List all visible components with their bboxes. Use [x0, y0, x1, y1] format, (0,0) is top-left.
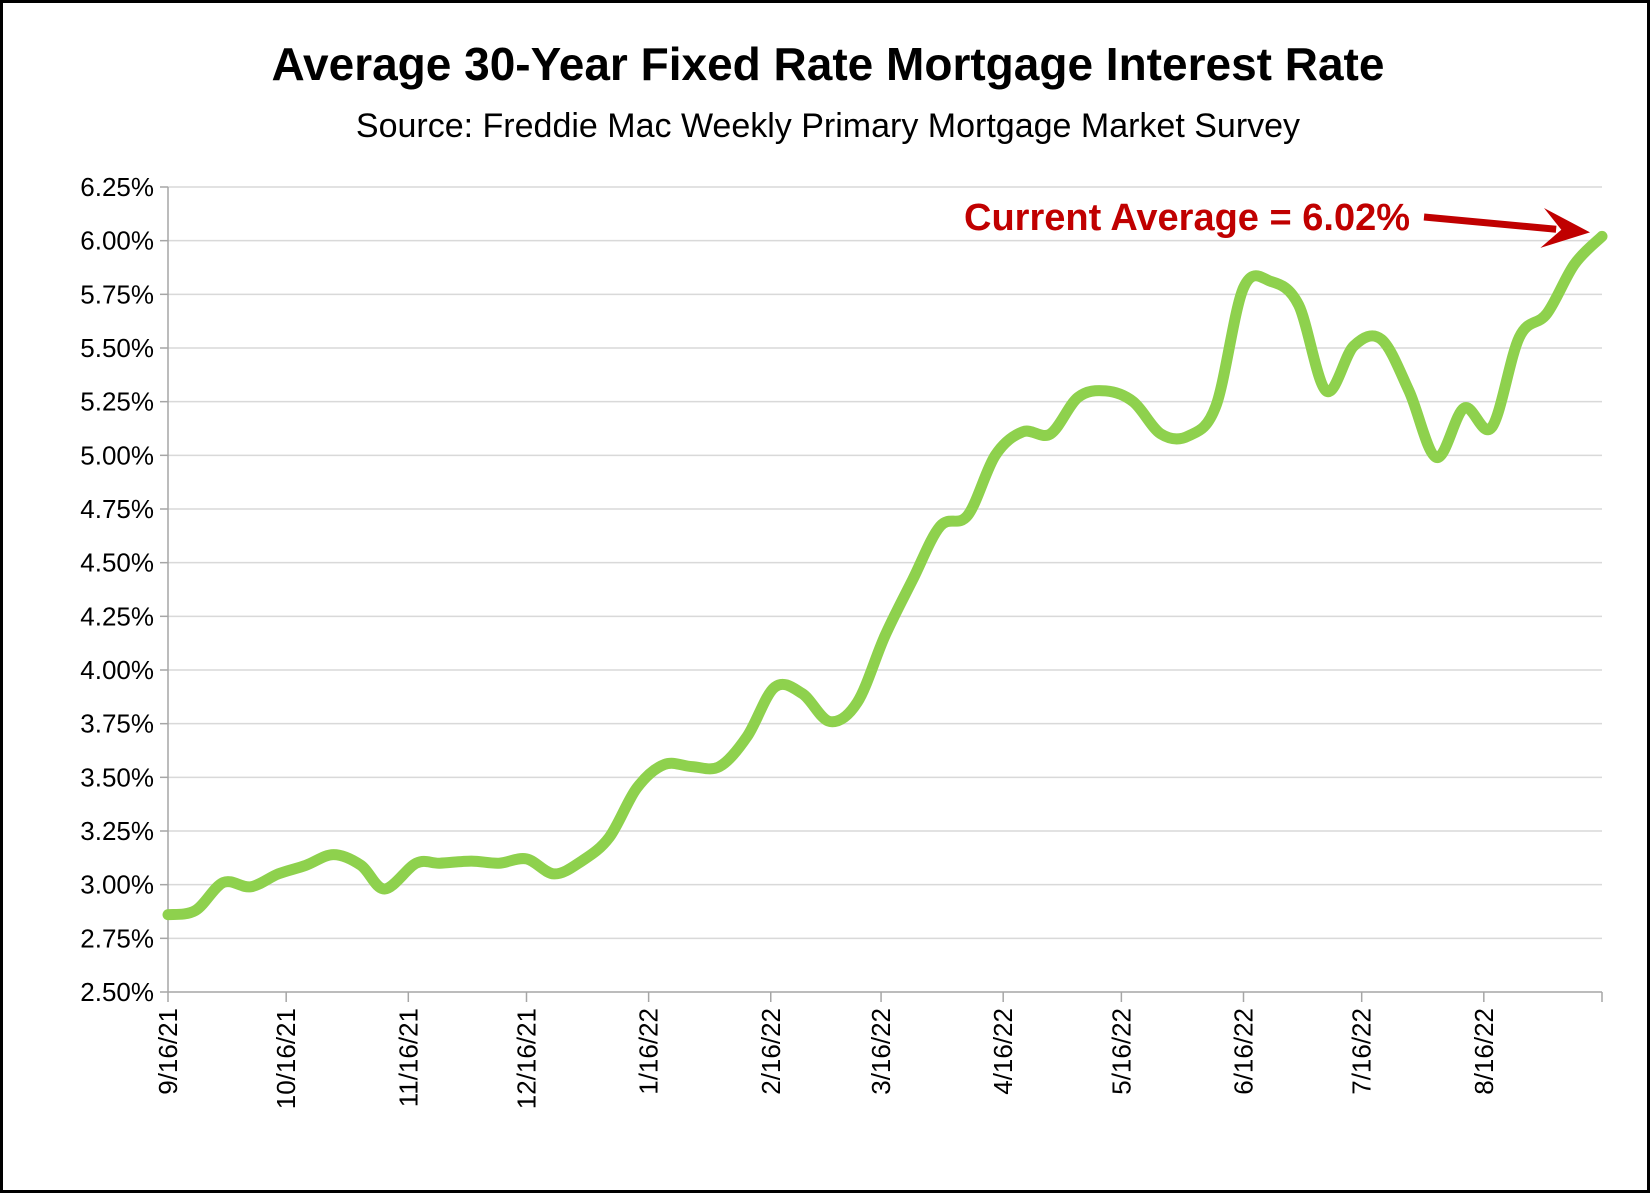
x-tick-label: 4/16/22	[988, 1008, 1018, 1095]
x-tick-label: 5/16/22	[1106, 1008, 1136, 1095]
y-tick-label: 5.00%	[80, 440, 154, 470]
x-tick-label: 10/16/21	[271, 1008, 301, 1109]
chart-subtitle: Source: Freddie Mac Weekly Primary Mortg…	[355, 107, 1301, 145]
y-tick-label: 2.75%	[80, 923, 154, 953]
y-tick-label: 3.25%	[80, 816, 154, 846]
axes	[167, 187, 1602, 993]
x-tick-label: 8/16/22	[1469, 1008, 1499, 1095]
y-tick-label: 6.00%	[80, 226, 154, 256]
gridlines	[168, 186, 1602, 940]
y-tick-label: 6.25%	[80, 172, 154, 202]
series-layer	[162, 230, 1608, 921]
annotation-arrow-shaft	[1423, 213, 1557, 233]
y-tick-label: 4.25%	[80, 601, 154, 631]
y-tick-label: 2.50%	[80, 977, 154, 1007]
y-tick-label: 4.50%	[80, 548, 154, 578]
x-tick-label: 6/16/22	[1229, 1008, 1259, 1095]
y-tick-label: 3.00%	[80, 870, 154, 900]
y-tick-label: 5.50%	[80, 333, 154, 363]
x-axis-ticks: 9/16/21 10/16/21 11/16/21 12/16/21 1/16/22 2/…	[153, 992, 1603, 1109]
y-tick-label: 4.75%	[80, 494, 154, 524]
x-tick-label: 9/16/21	[153, 1008, 183, 1095]
series-line	[162, 230, 1608, 921]
x-tick-label: 1/16/22	[634, 1008, 664, 1095]
x-tick-label: 2/16/22	[756, 1008, 786, 1095]
y-tick-label: 5.75%	[80, 279, 154, 309]
annotation-arrow-head	[1540, 208, 1590, 248]
y-axis-ticks: 2.50% 2.75% 3.00% 3.25% 3.50% 3.75% 4.00% 4.25%…	[80, 172, 168, 1007]
x-tick-label: 7/16/22	[1347, 1008, 1377, 1095]
chart-title: Average 30-Year Fixed Rate Mortgage Inte…	[271, 38, 1385, 90]
annotation-layer: Current Average = 6.02%	[964, 197, 1590, 248]
x-tick-label: 11/16/21	[393, 1008, 423, 1107]
y-tick-label: 3.75%	[80, 709, 154, 739]
x-tick-label: 3/16/22	[866, 1008, 896, 1095]
y-tick-label: 5.25%	[80, 387, 154, 417]
y-tick-label: 3.50%	[80, 762, 154, 792]
annotation-text: Current Average = 6.02%	[964, 197, 1410, 239]
x-tick-label: 12/16/21	[512, 1008, 542, 1109]
y-tick-label: 4.00%	[80, 655, 154, 685]
